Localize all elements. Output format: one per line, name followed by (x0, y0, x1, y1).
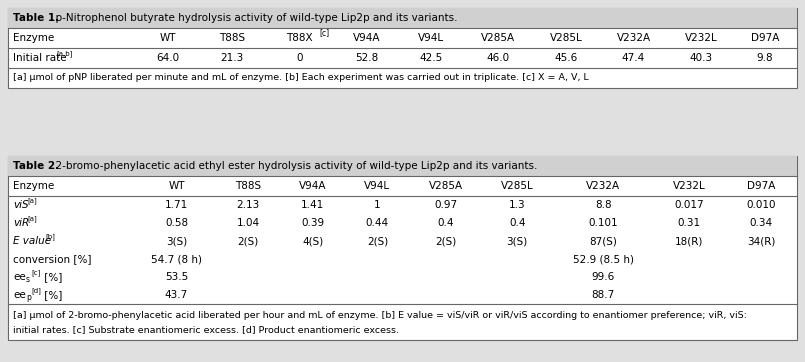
Text: 64.0: 64.0 (156, 53, 180, 63)
Text: V285A: V285A (481, 33, 515, 43)
Text: 87(S): 87(S) (589, 236, 617, 246)
Text: 34(R): 34(R) (747, 236, 775, 246)
Text: p: p (26, 294, 31, 303)
Text: p-Nitrophenol butyrate hydrolysis activity of wild-type Lip2p and its variants.: p-Nitrophenol butyrate hydrolysis activi… (49, 13, 457, 23)
Text: Enzyme: Enzyme (13, 33, 54, 43)
Text: V285A: V285A (428, 181, 463, 191)
Text: T88X: T88X (286, 33, 313, 43)
Text: Initial rate: Initial rate (13, 53, 67, 63)
Text: WT: WT (159, 33, 176, 43)
Text: [a] μmol of 2-bromo-phenylacetic acid liberated per hour and mL of enzyme. [b] E: [a] μmol of 2-bromo-phenylacetic acid li… (13, 311, 747, 320)
Text: 0.4: 0.4 (437, 218, 454, 228)
Text: T88S: T88S (235, 181, 262, 191)
Text: V285L: V285L (501, 181, 534, 191)
Text: viR: viR (13, 218, 29, 228)
Text: 0.44: 0.44 (365, 218, 389, 228)
Text: V94L: V94L (418, 33, 444, 43)
Text: [b]: [b] (45, 233, 55, 240)
Text: Table 1.: Table 1. (13, 13, 59, 23)
Text: 3(S): 3(S) (166, 236, 188, 246)
Text: conversion [%]: conversion [%] (13, 254, 92, 264)
Text: 0.58: 0.58 (165, 218, 188, 228)
Text: 54.7 (8 h): 54.7 (8 h) (151, 254, 202, 264)
Text: 53.5: 53.5 (165, 272, 188, 282)
Text: 0.101: 0.101 (588, 218, 618, 228)
Text: [a]: [a] (27, 198, 37, 205)
Text: 43.7: 43.7 (165, 290, 188, 300)
Bar (8, 8, 797, 28)
Text: 2.13: 2.13 (237, 200, 260, 210)
Text: 4(S): 4(S) (302, 236, 324, 246)
Text: V232L: V232L (685, 33, 717, 43)
Text: V94L: V94L (365, 181, 390, 191)
Text: [a,b]: [a,b] (56, 51, 72, 57)
Text: V232A: V232A (617, 33, 650, 43)
Text: D97A: D97A (751, 33, 779, 43)
Text: [c]: [c] (320, 29, 329, 38)
Text: s: s (26, 275, 30, 285)
Text: 1.3: 1.3 (509, 200, 526, 210)
Text: 18(R): 18(R) (675, 236, 704, 246)
Text: 99.6: 99.6 (592, 272, 615, 282)
Bar (8, 8, 797, 88)
Text: T88S: T88S (219, 33, 245, 43)
Text: V285L: V285L (550, 33, 582, 43)
Text: 45.6: 45.6 (555, 53, 578, 63)
Text: 52.9 (8.5 h): 52.9 (8.5 h) (573, 254, 634, 264)
Text: 21.3: 21.3 (221, 53, 244, 63)
Text: 0.010: 0.010 (746, 200, 776, 210)
Text: 2(S): 2(S) (435, 236, 456, 246)
Text: [%]: [%] (41, 290, 62, 300)
Text: Table 2.: Table 2. (13, 161, 59, 171)
Text: 0.34: 0.34 (749, 218, 773, 228)
Text: E value: E value (13, 236, 52, 246)
Text: [c]: [c] (31, 270, 40, 276)
Text: 0: 0 (296, 53, 303, 63)
Text: 2-bromo-phenylacetic acid ethyl ester hydrolysis activity of wild-type Lip2p and: 2-bromo-phenylacetic acid ethyl ester hy… (49, 161, 538, 171)
Text: [d]: [d] (31, 288, 41, 294)
Text: 0.4: 0.4 (509, 218, 526, 228)
Text: V94A: V94A (353, 33, 381, 43)
Text: 2(S): 2(S) (237, 236, 259, 246)
Text: 2(S): 2(S) (367, 236, 388, 246)
Text: 0.97: 0.97 (434, 200, 457, 210)
Text: D97A: D97A (747, 181, 775, 191)
Text: 46.0: 46.0 (487, 53, 510, 63)
Text: 47.4: 47.4 (622, 53, 645, 63)
Text: 1.04: 1.04 (237, 218, 260, 228)
Bar (8, 156, 797, 176)
Text: ee: ee (13, 272, 26, 282)
Text: Enzyme: Enzyme (13, 181, 54, 191)
Text: 1: 1 (374, 200, 381, 210)
Text: 3(S): 3(S) (506, 236, 528, 246)
Text: 0.39: 0.39 (301, 218, 324, 228)
Text: V94A: V94A (299, 181, 327, 191)
Text: 0.31: 0.31 (678, 218, 701, 228)
Text: [a] μmol of pNP liberated per minute and mL of enzyme. [b] Each experiment was c: [a] μmol of pNP liberated per minute and… (13, 73, 588, 83)
Text: 9.8: 9.8 (757, 53, 774, 63)
Text: viS: viS (13, 200, 29, 210)
Text: 52.8: 52.8 (355, 53, 378, 63)
Bar (8, 156, 797, 340)
Text: [%]: [%] (41, 272, 62, 282)
Text: 0.017: 0.017 (675, 200, 704, 210)
Text: 1.71: 1.71 (165, 200, 188, 210)
Text: ee: ee (13, 290, 26, 300)
Text: V232L: V232L (673, 181, 706, 191)
Text: 40.3: 40.3 (689, 53, 712, 63)
Text: [a]: [a] (27, 216, 37, 222)
Text: V232A: V232A (586, 181, 621, 191)
Text: WT: WT (168, 181, 185, 191)
Text: 42.5: 42.5 (419, 53, 443, 63)
Text: initial rates. [c] Substrate enantiomeric excess. [d] Product enantiomeric exces: initial rates. [c] Substrate enantiomeri… (13, 325, 399, 334)
Text: 1.41: 1.41 (301, 200, 324, 210)
Text: 8.8: 8.8 (595, 200, 612, 210)
Text: 88.7: 88.7 (592, 290, 615, 300)
